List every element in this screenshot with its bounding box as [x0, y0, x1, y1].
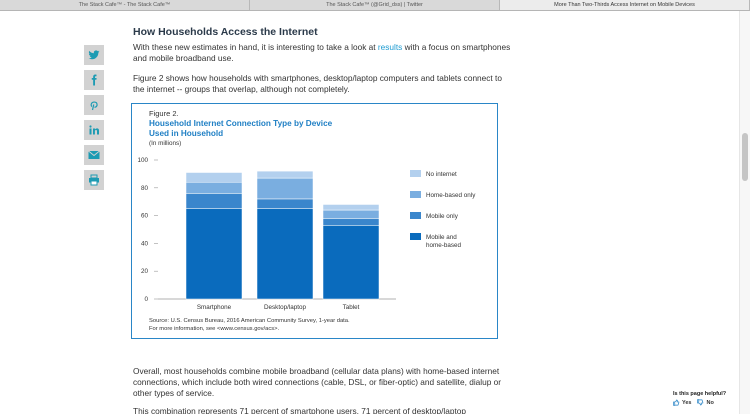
- y-tick-label: 80: [141, 185, 149, 192]
- paragraph-overall: Overall, most households combine mobile …: [133, 366, 502, 398]
- share-sidebar: [84, 45, 104, 195]
- stacked-bar-chart: 0 20 40 60 80 100 Smartphone Desktop/laptop Tabl…: [137, 157, 476, 311]
- x-tick-label: Desktop/laptop: [264, 304, 307, 311]
- figure-label: Figure 2.: [149, 109, 179, 118]
- scrollbar-thumb[interactable]: [742, 133, 748, 181]
- y-tick-label: 0: [144, 296, 148, 303]
- results-link[interactable]: results: [377, 42, 403, 52]
- bar-segment: [322, 218, 380, 226]
- bar-segment: [256, 198, 314, 209]
- figure-source-line: Source: U.S. Census Bureau, 2016 America…: [149, 318, 350, 324]
- y-tick-label: 100: [137, 157, 148, 164]
- bar-segment: [185, 181, 243, 194]
- thumbs-down-icon: [697, 399, 704, 406]
- bar-segment: [322, 204, 380, 211]
- bar-segment: [256, 177, 314, 200]
- legend-label: Mobile and: [426, 234, 457, 241]
- browser-tab-bar: The Stack Cafe™ - The Stack Cafe™ The St…: [0, 0, 750, 11]
- y-tick-label: 20: [141, 268, 149, 275]
- legend-label: Home-based only: [426, 192, 476, 199]
- thumbs-up-icon: [673, 399, 680, 406]
- x-tick-label: Smartphone: [197, 304, 232, 311]
- section-heading: How Households Access the Internet: [133, 26, 318, 38]
- bar-segment: [322, 209, 380, 219]
- figure-title: Household Internet Connection Type by De…: [149, 119, 333, 138]
- browser-tab-active[interactable]: More Than Two-Thirds Access Internet on …: [500, 0, 750, 10]
- feedback-yes-button[interactable]: Yes: [673, 399, 691, 406]
- legend-label: Mobile only: [426, 213, 459, 220]
- y-tick-label: 60: [141, 213, 149, 220]
- page-feedback-widget: Is this page helpful? Yes No: [673, 391, 726, 406]
- legend-swatch: [410, 191, 421, 198]
- legend-label: home-based: [426, 242, 462, 249]
- browser-tab[interactable]: The Stack Cafe™ (@Grid_dss) | Twitter: [250, 0, 500, 10]
- paragraph-intro: With these new estimates in hand, it is …: [133, 42, 511, 63]
- bar-segment: [256, 208, 314, 300]
- legend-swatch: [410, 212, 421, 219]
- bar-segment: [256, 170, 314, 179]
- pinterest-icon[interactable]: [84, 95, 104, 115]
- figure-unit-label: (In millions): [149, 140, 182, 147]
- print-icon[interactable]: [84, 170, 104, 190]
- legend-label: No internet: [426, 171, 457, 178]
- email-icon[interactable]: [84, 145, 104, 165]
- paragraph-combination: This combination represents 71 percent o…: [133, 406, 466, 414]
- feedback-no-button[interactable]: No: [697, 399, 714, 406]
- bar-segment: [185, 172, 243, 183]
- facebook-icon[interactable]: [84, 70, 104, 90]
- figure-source: Source: U.S. Census Bureau, 2016 America…: [149, 317, 350, 333]
- browser-tab[interactable]: The Stack Cafe™ - The Stack Cafe™: [0, 0, 250, 10]
- figure-source-line: For more information, see <www.census.go…: [149, 326, 280, 332]
- feedback-question: Is this page helpful?: [673, 391, 727, 397]
- x-tick-label: Tablet: [343, 304, 360, 311]
- paragraph-figure-intro: Figure 2 shows how households with smart…: [133, 73, 502, 94]
- page-scrollbar[interactable]: [739, 11, 750, 414]
- bar-segment: [185, 193, 243, 209]
- figure-2: 0 20 40 60 80 100 Smartphone Desktop/laptop Tabl…: [131, 103, 498, 339]
- legend-swatch: [410, 233, 421, 240]
- y-tick-label: 40: [141, 240, 149, 247]
- linkedin-icon[interactable]: [84, 120, 104, 140]
- legend-swatch: [410, 170, 421, 177]
- bar-segment: [185, 208, 243, 300]
- bar-segment: [322, 225, 380, 300]
- twitter-icon[interactable]: [84, 45, 104, 65]
